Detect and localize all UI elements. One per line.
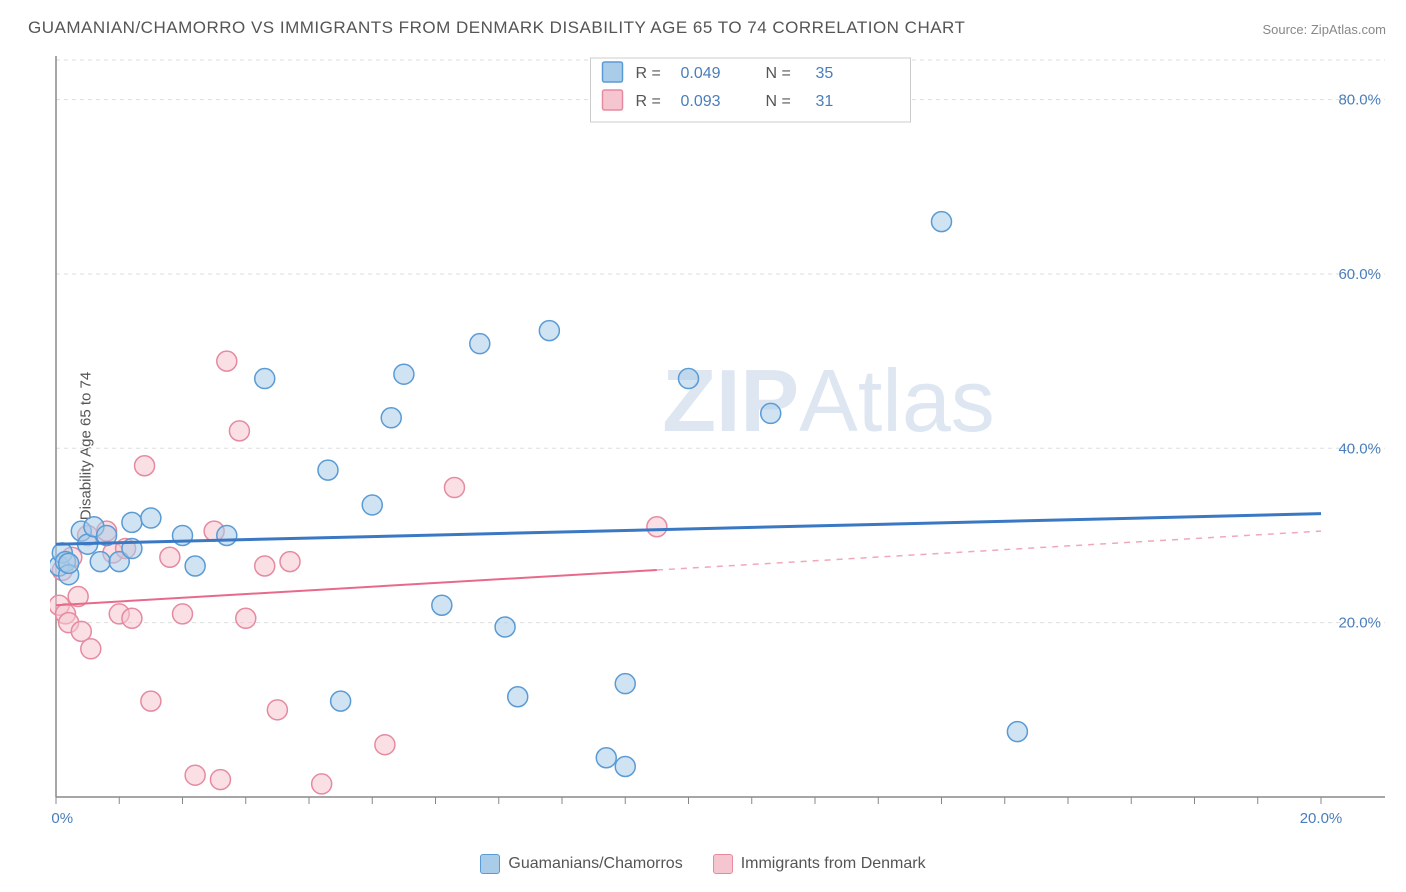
svg-text:N =: N =: [766, 93, 791, 110]
svg-text:80.0%: 80.0%: [1338, 92, 1381, 109]
legend-label-blue: Guamanians/Chamorros: [508, 855, 682, 873]
svg-text:R =: R =: [636, 93, 661, 110]
svg-text:0.093: 0.093: [681, 93, 721, 110]
svg-text:20.0%: 20.0%: [1300, 810, 1343, 827]
svg-text:ZIPAtlas: ZIPAtlas: [662, 351, 995, 450]
svg-text:0.0%: 0.0%: [50, 810, 73, 827]
svg-text:60.0%: 60.0%: [1338, 266, 1381, 283]
legend-item-pink: Immigrants from Denmark: [713, 854, 926, 874]
svg-text:31: 31: [816, 93, 834, 110]
legend-swatch-pink: [713, 854, 733, 874]
svg-text:R =: R =: [636, 65, 661, 82]
chart-title: GUAMANIAN/CHAMORRO VS IMMIGRANTS FROM DE…: [28, 18, 965, 38]
source-attribution: Source: ZipAtlas.com: [1262, 22, 1386, 37]
chart-plot-area: 20.0% 40.0% 60.0% 80.0% ZIPAtlas 0.0% 20.0% R =…: [50, 50, 1391, 827]
chart-svg: 20.0% 40.0% 60.0% 80.0% ZIPAtlas 0.0% 20.0% R =…: [50, 50, 1391, 827]
legend-label-pink: Immigrants from Denmark: [741, 855, 926, 873]
legend-item-blue: Guamanians/Chamorros: [480, 854, 682, 874]
svg-text:20.0%: 20.0%: [1338, 615, 1381, 632]
legend-swatch-blue: [480, 854, 500, 874]
svg-text:0.049: 0.049: [681, 65, 721, 82]
bottom-legend: Guamanians/Chamorros Immigrants from Den…: [0, 854, 1406, 874]
svg-text:N =: N =: [766, 65, 791, 82]
svg-text:40.0%: 40.0%: [1338, 440, 1381, 457]
svg-text:35: 35: [816, 65, 834, 82]
